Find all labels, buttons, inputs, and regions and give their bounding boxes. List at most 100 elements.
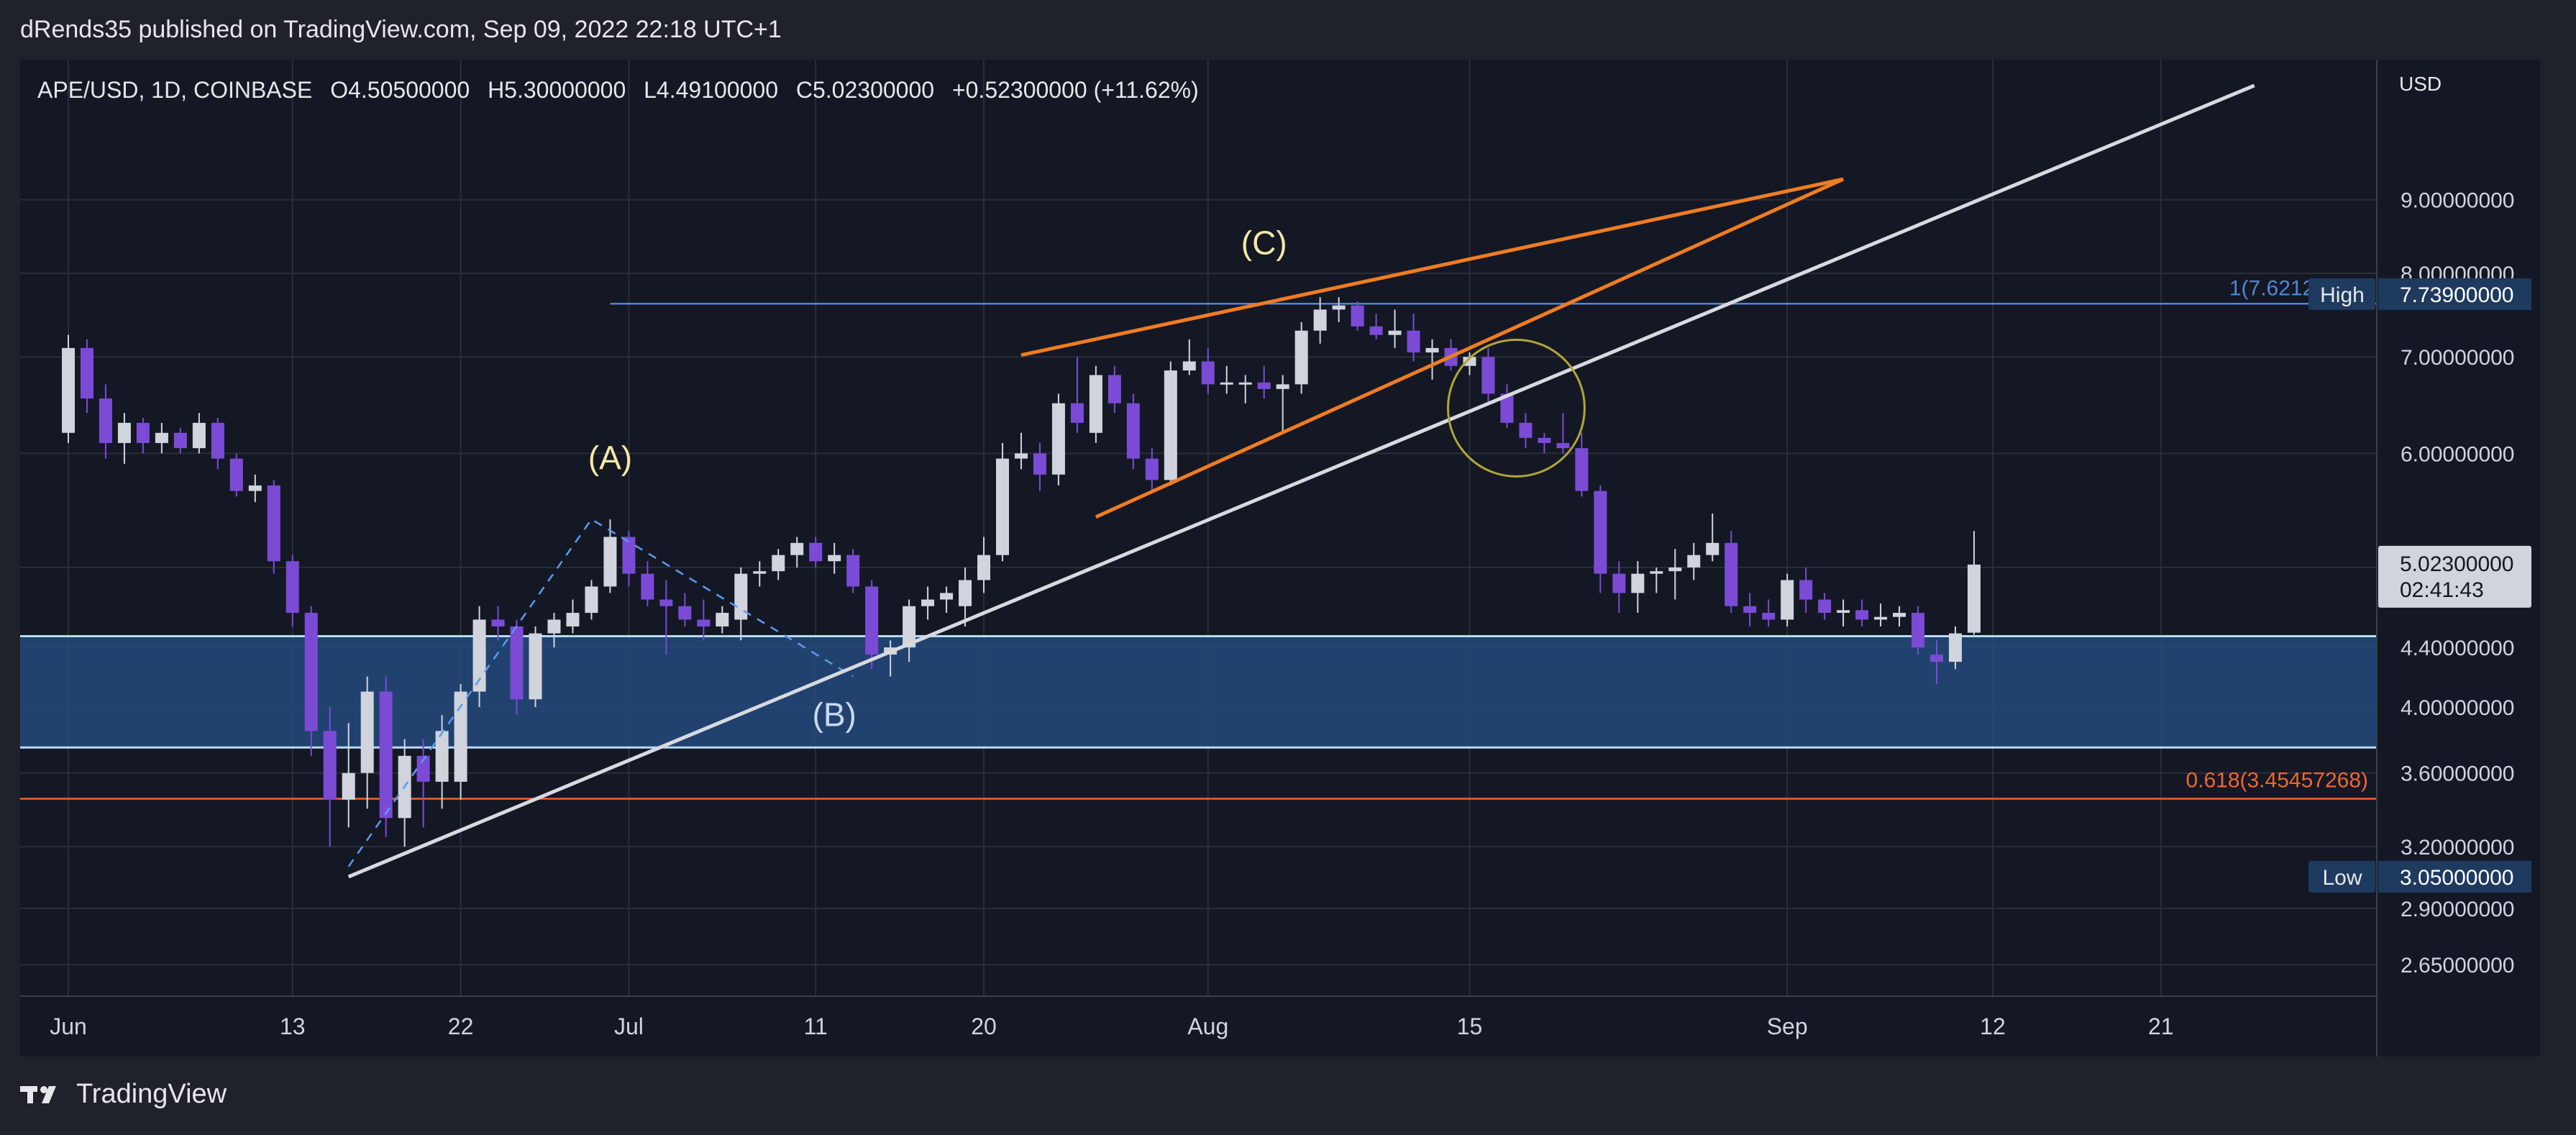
candle[interactable] xyxy=(1687,542,1701,580)
candle[interactable] xyxy=(342,723,355,828)
candle[interactable] xyxy=(1575,432,1589,497)
candle[interactable] xyxy=(659,580,673,655)
candle[interactable] xyxy=(1294,322,1308,394)
candle[interactable] xyxy=(1538,432,1551,454)
candle[interactable] xyxy=(1463,352,1476,375)
candle[interactable] xyxy=(1519,413,1533,449)
candle[interactable] xyxy=(117,413,131,464)
candle[interactable] xyxy=(1051,393,1065,486)
candle[interactable] xyxy=(622,531,636,587)
candle[interactable] xyxy=(211,417,224,470)
price-chart[interactable]: 1(7.62128201)0.618(3.45457268) (A)(B)(C)… xyxy=(20,60,2540,1057)
candle[interactable] xyxy=(1818,593,1832,620)
candle[interactable] xyxy=(1070,357,1084,433)
candle[interactable] xyxy=(267,480,280,574)
candle[interactable] xyxy=(846,549,860,593)
candle[interactable] xyxy=(136,417,150,454)
candle[interactable] xyxy=(1388,309,1402,348)
candle[interactable] xyxy=(1276,375,1289,433)
candle[interactable] xyxy=(1481,347,1495,404)
candle[interactable] xyxy=(1089,365,1102,443)
candle[interactable] xyxy=(678,593,692,626)
candle[interactable] xyxy=(435,714,449,809)
candle[interactable] xyxy=(1893,606,1906,626)
candle[interactable] xyxy=(1837,599,1850,626)
candle[interactable] xyxy=(697,599,711,641)
candle[interactable] xyxy=(547,613,561,648)
candle[interactable] xyxy=(566,599,580,634)
candle[interactable] xyxy=(1182,339,1196,375)
candle[interactable] xyxy=(641,561,654,606)
candle[interactable] xyxy=(1930,640,1943,685)
candle[interactable] xyxy=(1407,314,1420,362)
candle[interactable] xyxy=(1145,448,1159,491)
candle[interactable] xyxy=(1500,384,1514,428)
candle[interactable] xyxy=(1425,339,1439,380)
candle[interactable] xyxy=(1668,549,1682,600)
candle[interactable] xyxy=(996,442,1009,562)
candle[interactable] xyxy=(977,537,991,593)
candle[interactable] xyxy=(379,676,393,837)
candle[interactable] xyxy=(1332,297,1346,322)
candle[interactable] xyxy=(1201,347,1215,394)
candle[interactable] xyxy=(1107,365,1121,414)
candle[interactable] xyxy=(865,580,879,670)
candle[interactable] xyxy=(753,561,767,587)
candle[interactable] xyxy=(1594,485,1607,593)
candle[interactable] xyxy=(416,739,430,828)
chart-panel[interactable]: 1(7.62128201) 0.618(3.45457268) (A) (B) (C)… xyxy=(20,60,2540,1057)
candle[interactable] xyxy=(921,586,935,620)
candle[interactable] xyxy=(1650,567,1663,593)
candle[interactable] xyxy=(1556,413,1570,454)
candle[interactable] xyxy=(1948,626,1962,670)
candle[interactable] xyxy=(62,334,75,443)
candle[interactable] xyxy=(1855,599,1869,626)
candle[interactable] xyxy=(1781,573,1794,626)
candle[interactable] xyxy=(1033,442,1046,491)
candle[interactable] xyxy=(155,422,168,454)
candle[interactable] xyxy=(734,567,748,641)
candle[interactable] xyxy=(716,606,729,634)
candle[interactable] xyxy=(1743,593,1757,626)
candle[interactable] xyxy=(1164,361,1177,486)
candle[interactable] xyxy=(790,537,804,568)
candle[interactable] xyxy=(1967,531,1981,635)
candle[interactable] xyxy=(1369,314,1383,339)
candle[interactable] xyxy=(304,606,318,756)
candle[interactable] xyxy=(286,555,299,626)
candle[interactable] xyxy=(1631,561,1645,614)
candle[interactable] xyxy=(323,707,337,847)
candle[interactable] xyxy=(1762,599,1776,626)
candle[interactable] xyxy=(1126,393,1140,470)
candle[interactable] xyxy=(80,339,93,414)
candle[interactable] xyxy=(940,586,954,614)
candle[interactable] xyxy=(1725,531,1738,614)
candle[interactable] xyxy=(828,542,841,574)
candle[interactable] xyxy=(959,567,972,626)
candle[interactable] xyxy=(248,474,262,503)
candle[interactable] xyxy=(1257,365,1271,399)
candle[interactable] xyxy=(1313,297,1327,344)
candle[interactable] xyxy=(472,606,486,708)
candle[interactable] xyxy=(510,619,524,715)
candle[interactable] xyxy=(192,413,206,454)
candle[interactable] xyxy=(1014,432,1028,470)
candle[interactable] xyxy=(1912,606,1925,655)
candle[interactable] xyxy=(903,599,916,662)
candle[interactable] xyxy=(1220,365,1233,394)
candle[interactable] xyxy=(772,549,785,580)
candle[interactable] xyxy=(529,626,542,708)
candle[interactable] xyxy=(1612,561,1626,614)
candle[interactable] xyxy=(1706,513,1719,562)
candle[interactable] xyxy=(1799,567,1813,614)
candle[interactable] xyxy=(229,453,243,497)
candle[interactable] xyxy=(99,384,112,459)
candle[interactable] xyxy=(360,676,374,809)
candle[interactable] xyxy=(1874,603,1888,626)
candle[interactable] xyxy=(454,684,467,800)
candle[interactable] xyxy=(809,537,823,568)
candle[interactable] xyxy=(173,427,187,454)
candle[interactable] xyxy=(603,519,617,593)
candle[interactable] xyxy=(585,580,598,620)
candle[interactable] xyxy=(491,606,505,641)
